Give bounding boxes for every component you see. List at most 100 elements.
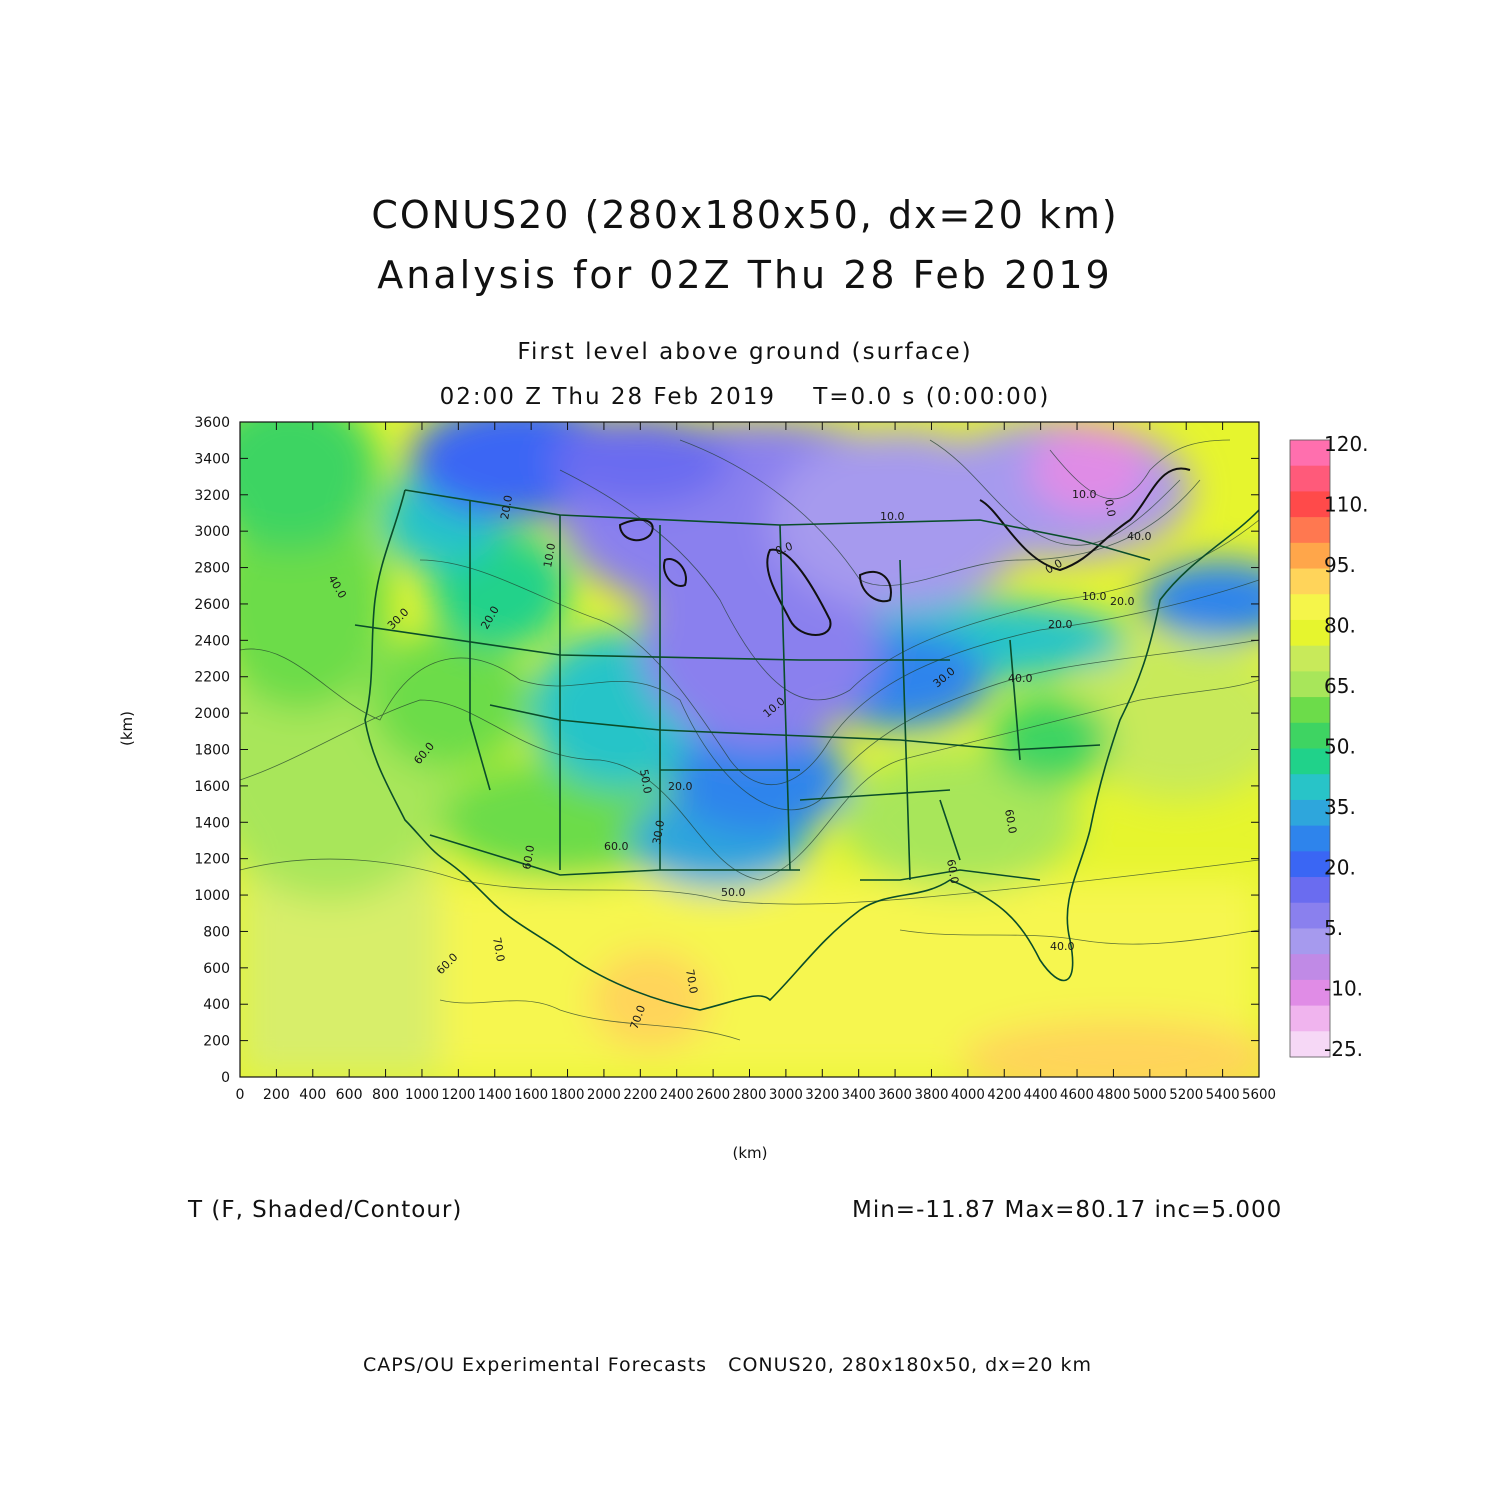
colorbar-swatch bbox=[1290, 928, 1330, 955]
x-tick-label: 5600 bbox=[1242, 1087, 1276, 1103]
x-tick-label: 0 bbox=[236, 1087, 245, 1103]
y-tick-label: 1800 bbox=[194, 743, 230, 759]
colorbar-swatch bbox=[1290, 979, 1330, 1007]
y-tick-label: 600 bbox=[203, 961, 230, 977]
contour-label: 60.0 bbox=[604, 840, 629, 853]
colorbar-swatch bbox=[1290, 825, 1330, 852]
colorbar-frame bbox=[1289, 439, 1331, 1058]
colorbar-swatch bbox=[1290, 774, 1330, 801]
y-tick-label: 400 bbox=[203, 997, 230, 1013]
contour-label: 70.0 bbox=[490, 936, 507, 962]
boundaries bbox=[354, 489, 1259, 1011]
y-tick-label: 3400 bbox=[194, 451, 230, 467]
temperature-field bbox=[240, 422, 1259, 1077]
x-tick-label: 800 bbox=[372, 1087, 399, 1103]
contour-label: 0.0 bbox=[1102, 498, 1118, 517]
contour-label: 20.0 bbox=[498, 494, 515, 520]
y-tick-label: 2200 bbox=[194, 670, 230, 686]
colorbar-swatch bbox=[1290, 465, 1330, 492]
y-axis: 0 200 400 600 800 1000 1200 1400 1600 1800 2000 220… bbox=[194, 415, 1259, 1086]
contour-label: 30.0 bbox=[650, 819, 667, 845]
contour-lines bbox=[240, 439, 1259, 1041]
contour-label: 50.0 bbox=[637, 768, 654, 794]
y-tick-label: 3000 bbox=[194, 524, 230, 540]
y-tick-label: 3600 bbox=[194, 415, 230, 431]
contour-label: 10.0 bbox=[541, 542, 558, 568]
chart-title: CONUS20 (280x180x50, dx=20 km) bbox=[371, 193, 1119, 237]
colorbar-label: 65. bbox=[1324, 674, 1356, 698]
colorbar-label: 5. bbox=[1324, 916, 1343, 940]
y-axis-label: (km) bbox=[118, 710, 136, 746]
contour-label: 10.0 bbox=[1082, 590, 1107, 603]
y-tick-label: 1600 bbox=[194, 779, 230, 795]
x-tick-label: 2200 bbox=[623, 1087, 657, 1103]
colorbar-swatch bbox=[1290, 697, 1330, 724]
colorbar-swatch bbox=[1290, 517, 1330, 544]
colorbar-swatch bbox=[1290, 594, 1330, 621]
y-tick-label: 1400 bbox=[194, 815, 230, 831]
x-tick-label: 4800 bbox=[1096, 1087, 1130, 1103]
x-tick-label: 600 bbox=[336, 1087, 363, 1103]
colorbar-swatch bbox=[1290, 954, 1330, 981]
colorbar-swatch bbox=[1290, 851, 1330, 878]
colorbar-swatch bbox=[1290, 645, 1330, 672]
contour-label: 60.0 bbox=[520, 844, 537, 870]
y-tick-label: 1000 bbox=[194, 888, 230, 904]
y-tick-label: 3200 bbox=[194, 488, 230, 504]
x-tick-label: 200 bbox=[263, 1087, 290, 1103]
x-tick-label: 2800 bbox=[733, 1087, 767, 1103]
colorbar-label: -25. bbox=[1324, 1037, 1363, 1061]
colorbar-swatch bbox=[1290, 722, 1330, 749]
contour-label: 40.0 bbox=[1008, 672, 1033, 685]
x-tick-label: 1600 bbox=[514, 1087, 548, 1103]
level-label: First level above ground (surface) bbox=[517, 339, 973, 365]
valid-time-label: 02:00 Z Thu 28 Feb 2019 T=0.0 s (0:00:00… bbox=[439, 384, 1051, 410]
x-tick-label: 5000 bbox=[1133, 1087, 1167, 1103]
contour-label: 60.0 bbox=[1002, 808, 1019, 834]
colorbar-swatch bbox=[1290, 491, 1330, 518]
colorbar-swatch bbox=[1290, 440, 1330, 467]
colorbar-labels: 120. 110. 95. 80. 65. 50. 35. 20. 5. -10. -25. bbox=[1324, 432, 1369, 1061]
x-tick-label: 4600 bbox=[1060, 1087, 1094, 1103]
colorbar-label: 95. bbox=[1324, 553, 1356, 577]
colorbar-label: 80. bbox=[1324, 614, 1356, 638]
colorbar bbox=[1289, 439, 1331, 1058]
x-tick-label: 4400 bbox=[1024, 1087, 1058, 1103]
x-tick-label: 5400 bbox=[1206, 1087, 1240, 1103]
y-tick-label: 0 bbox=[221, 1070, 230, 1086]
field-stats: Min=-11.87 Max=80.17 inc=5.000 bbox=[852, 1197, 1283, 1223]
colorbar-swatch bbox=[1290, 568, 1330, 595]
x-tick-label: 3600 bbox=[878, 1087, 912, 1103]
contour-label: 10.0 bbox=[880, 510, 905, 523]
colorbar-label: 50. bbox=[1324, 735, 1356, 759]
colorbar-swatch bbox=[1290, 619, 1330, 647]
x-axis: 0 200 400 600 800 1000 1200 1400 1600 1800 2000 220… bbox=[236, 422, 1276, 1103]
colorbar-swatch bbox=[1290, 1031, 1330, 1058]
chart-subtitle-analysis-time: Analysis for 02Z Thu 28 Feb 2019 bbox=[377, 253, 1113, 297]
y-tick-label: 1200 bbox=[194, 852, 230, 868]
x-tick-label: 2600 bbox=[696, 1087, 730, 1103]
field-label: T (F, Shaded/Contour) bbox=[188, 1197, 463, 1223]
x-tick-label: 4000 bbox=[951, 1087, 985, 1103]
colorbar-swatch bbox=[1290, 877, 1330, 904]
colorbar-swatch bbox=[1290, 1005, 1330, 1032]
colorbar-label: 20. bbox=[1324, 856, 1356, 880]
x-tick-label: 3000 bbox=[769, 1087, 803, 1103]
contour-label: 40.0 bbox=[1050, 940, 1075, 953]
x-tick-label: 3200 bbox=[805, 1087, 839, 1103]
contour-label: 20.0 bbox=[668, 780, 693, 793]
contour-label: 50.0 bbox=[721, 886, 746, 899]
colorbar-label: 35. bbox=[1324, 795, 1356, 819]
contour-label: 10.0 bbox=[1072, 488, 1097, 501]
colorbar-swatch bbox=[1290, 902, 1330, 929]
x-axis-label: (km) bbox=[732, 1144, 768, 1162]
contour-label: 60.0 bbox=[944, 858, 961, 884]
colorbar-label: 120. bbox=[1324, 432, 1369, 456]
x-tick-label: 3800 bbox=[914, 1087, 948, 1103]
colorbar-label: -10. bbox=[1324, 977, 1363, 1001]
y-tick-label: 2400 bbox=[194, 633, 230, 649]
zero-contours bbox=[618, 467, 1191, 636]
x-tick-label: 400 bbox=[299, 1087, 326, 1103]
footer: CAPS/OU Experimental Forecasts CONUS20, … bbox=[362, 1354, 1093, 1376]
